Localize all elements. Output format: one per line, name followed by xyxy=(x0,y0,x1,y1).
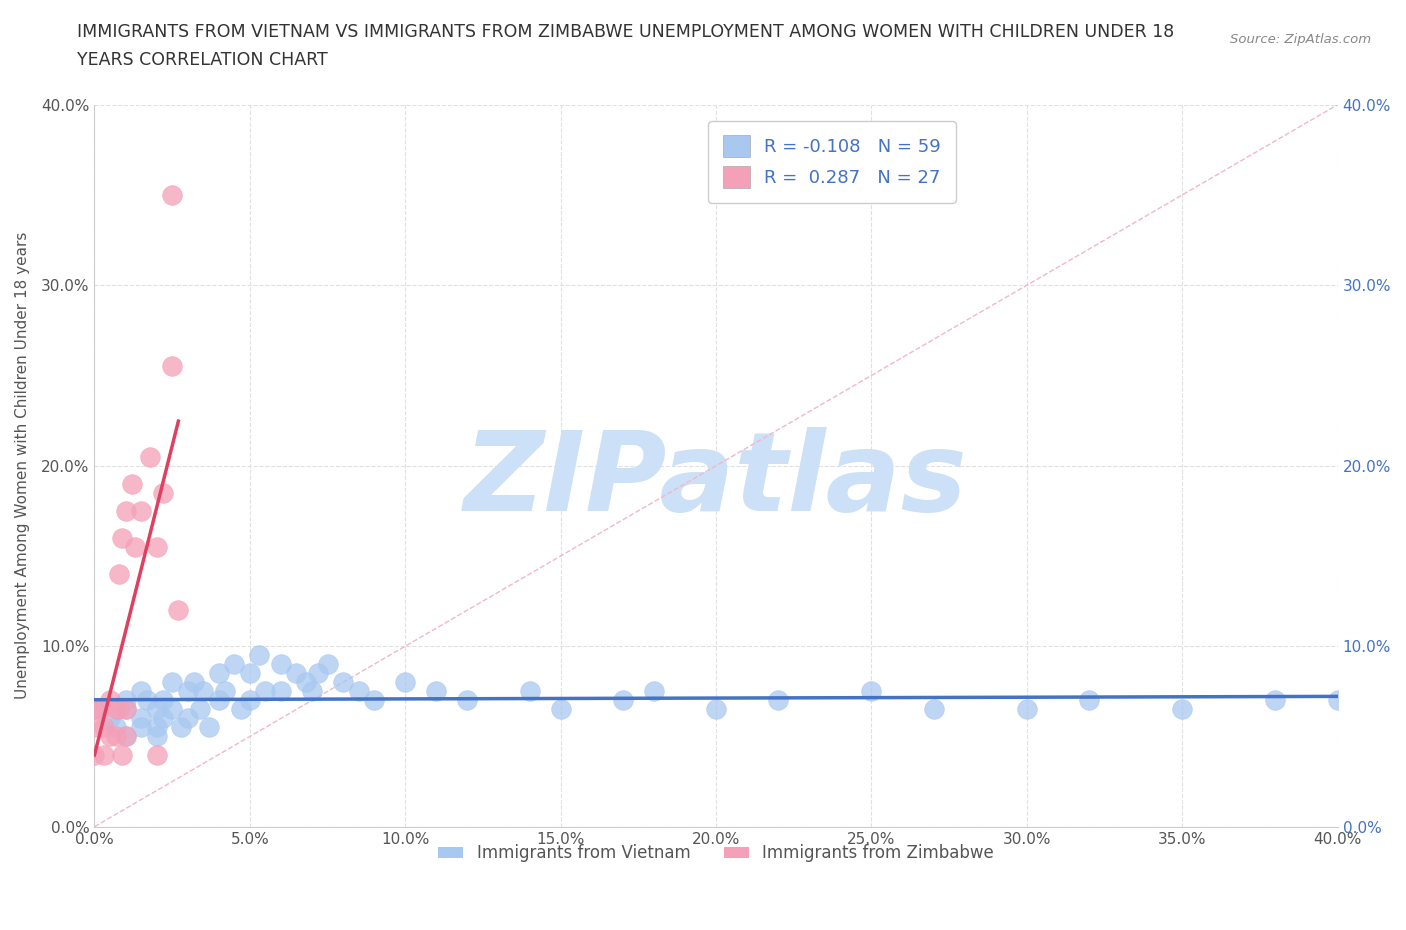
Point xyxy=(1264,693,1286,708)
Point xyxy=(114,503,136,518)
Point xyxy=(208,693,231,708)
Point xyxy=(704,702,727,717)
Point xyxy=(332,675,354,690)
Point xyxy=(188,702,211,717)
Point xyxy=(239,693,262,708)
Point xyxy=(108,566,131,581)
Point xyxy=(270,657,292,671)
Point xyxy=(425,684,447,698)
Point xyxy=(90,702,112,717)
Point xyxy=(160,675,183,690)
Point xyxy=(170,720,193,735)
Point xyxy=(160,702,183,717)
Point xyxy=(83,720,105,735)
Point xyxy=(550,702,572,717)
Point xyxy=(316,657,339,671)
Point xyxy=(612,693,634,708)
Point xyxy=(214,684,236,698)
Point xyxy=(152,693,174,708)
Point xyxy=(114,729,136,744)
Point xyxy=(295,675,318,690)
Point xyxy=(93,720,115,735)
Point xyxy=(394,675,416,690)
Point xyxy=(129,711,152,725)
Point xyxy=(111,530,134,545)
Point xyxy=(208,666,231,681)
Point xyxy=(105,702,128,717)
Point xyxy=(167,603,190,618)
Point xyxy=(239,666,262,681)
Point xyxy=(307,666,329,681)
Point xyxy=(114,729,136,744)
Point xyxy=(1326,693,1348,708)
Point xyxy=(347,684,370,698)
Point xyxy=(98,729,121,744)
Point xyxy=(136,693,159,708)
Point xyxy=(1015,702,1038,717)
Point xyxy=(114,702,136,717)
Point xyxy=(105,720,128,735)
Point xyxy=(83,702,105,717)
Point xyxy=(922,702,945,717)
Point xyxy=(247,648,270,663)
Point xyxy=(98,693,121,708)
Point xyxy=(111,747,134,762)
Point xyxy=(643,684,665,698)
Point xyxy=(93,747,115,762)
Point xyxy=(860,684,883,698)
Point xyxy=(139,449,162,464)
Point xyxy=(254,684,277,698)
Point xyxy=(285,666,308,681)
Point xyxy=(152,485,174,500)
Point xyxy=(105,729,128,744)
Point xyxy=(114,702,136,717)
Point xyxy=(177,684,200,698)
Point xyxy=(124,539,146,554)
Point xyxy=(145,702,167,717)
Text: IMMIGRANTS FROM VIETNAM VS IMMIGRANTS FROM ZIMBABWE UNEMPLOYMENT AMONG WOMEN WIT: IMMIGRANTS FROM VIETNAM VS IMMIGRANTS FR… xyxy=(77,23,1174,41)
Point xyxy=(129,503,152,518)
Point xyxy=(1078,693,1101,708)
Point xyxy=(145,720,167,735)
Point xyxy=(114,693,136,708)
Point xyxy=(152,711,174,725)
Point xyxy=(160,359,183,374)
Text: ZIPatlas: ZIPatlas xyxy=(464,427,967,534)
Y-axis label: Unemployment Among Women with Children Under 18 years: Unemployment Among Women with Children U… xyxy=(15,232,30,699)
Point xyxy=(183,675,205,690)
Point xyxy=(145,729,167,744)
Point xyxy=(766,693,789,708)
Text: Source: ZipAtlas.com: Source: ZipAtlas.com xyxy=(1230,33,1371,46)
Point xyxy=(160,188,183,203)
Point xyxy=(83,747,105,762)
Point xyxy=(121,476,143,491)
Point xyxy=(456,693,478,708)
Point xyxy=(301,684,323,698)
Legend: Immigrants from Vietnam, Immigrants from Zimbabwe: Immigrants from Vietnam, Immigrants from… xyxy=(432,838,1001,869)
Point xyxy=(98,711,121,725)
Point xyxy=(363,693,385,708)
Text: YEARS CORRELATION CHART: YEARS CORRELATION CHART xyxy=(77,51,328,69)
Point xyxy=(198,720,221,735)
Point xyxy=(224,657,246,671)
Point xyxy=(129,684,152,698)
Point xyxy=(229,702,252,717)
Point xyxy=(108,702,131,717)
Point xyxy=(177,711,200,725)
Point xyxy=(1171,702,1194,717)
Point xyxy=(270,684,292,698)
Point xyxy=(519,684,541,698)
Point xyxy=(145,747,167,762)
Point xyxy=(83,702,105,717)
Point xyxy=(145,539,167,554)
Point xyxy=(129,720,152,735)
Point xyxy=(193,684,215,698)
